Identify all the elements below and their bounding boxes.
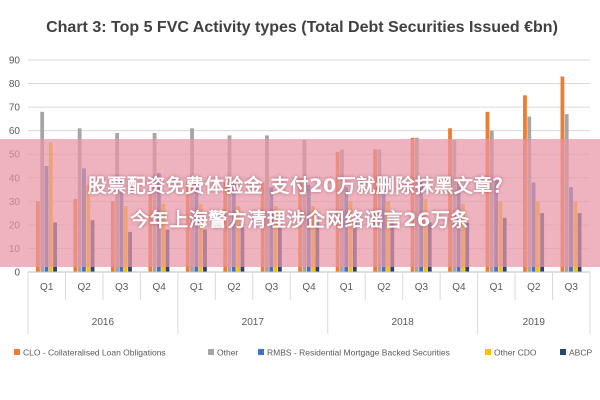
x-tick-label: Q3	[115, 282, 129, 293]
y-tick-label: 60	[9, 126, 21, 137]
year-label: 2016	[92, 317, 115, 328]
banner-headline-1[interactable]: 股票配资免费体验金 支付20万就删除抹黑文章？	[87, 175, 513, 197]
legend-swatch	[14, 349, 20, 355]
legend-swatch	[485, 349, 491, 355]
x-tick-label: Q3	[415, 282, 429, 293]
x-tick-label: Q4	[152, 282, 166, 293]
banner-headline-2[interactable]: 今年上海警方清理涉企网络谣言26万条	[130, 209, 470, 231]
legend-label: Other CDO	[494, 348, 537, 358]
x-tick-label: Q3	[565, 282, 579, 293]
legend-label: RMBS - Residential Mortgage Backed Secur…	[267, 348, 450, 358]
x-tick-label: Q1	[340, 282, 354, 293]
x-tick-label: Q1	[40, 282, 54, 293]
legend-label: Other	[217, 348, 238, 358]
legend-label: ABCP	[569, 348, 592, 358]
chart-title: Chart 3: Top 5 FVC Activity types (Total…	[46, 19, 558, 36]
year-label: 2019	[523, 317, 546, 328]
y-tick-label: 90	[9, 56, 21, 67]
legend-swatch	[258, 349, 264, 355]
x-tick-label: Q3	[265, 282, 279, 293]
y-tick-label: 0	[14, 268, 20, 279]
legend-label: CLO - Collateralised Loan Obligations	[23, 348, 166, 358]
year-label: 2018	[392, 317, 415, 328]
x-tick-label: Q4	[452, 282, 466, 293]
legend-swatch	[560, 349, 566, 355]
x-tick-label: Q4	[302, 282, 316, 293]
x-tick-label: Q2	[78, 282, 92, 293]
x-tick-label: Q2	[227, 282, 241, 293]
y-tick-label: 80	[9, 79, 21, 90]
y-tick-label: 70	[9, 103, 21, 114]
x-tick-label: Q1	[490, 282, 504, 293]
x-tick-label: Q2	[377, 282, 391, 293]
overlay-banner: 股票配资免费体验金 支付20万就删除抹黑文章？ 今年上海警方清理涉企网络谣言26…	[0, 139, 600, 267]
x-tick-label: Q1	[190, 282, 204, 293]
year-label: 2017	[242, 317, 265, 328]
legend-swatch	[208, 349, 214, 355]
x-tick-label: Q2	[527, 282, 541, 293]
